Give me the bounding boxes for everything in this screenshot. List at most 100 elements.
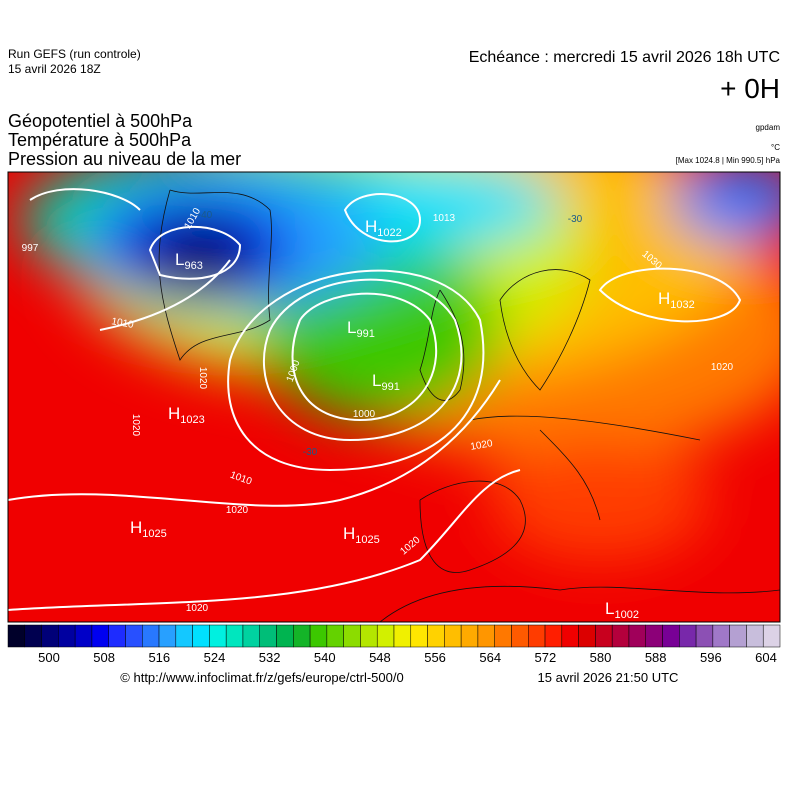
pressure-center: H1023 xyxy=(168,404,205,426)
title: Géopotentiel à 500hPa xyxy=(8,111,193,131)
isobar-label: 1020 xyxy=(226,505,249,516)
colorbar-swatch xyxy=(746,624,764,648)
pressure-center: H1025 xyxy=(130,518,167,540)
colorbar-swatch xyxy=(611,624,630,648)
isobar-label: 1010 xyxy=(111,316,135,331)
center-value: 1025 xyxy=(142,528,166,540)
colorbar-tick-label: 540 xyxy=(314,650,336,665)
colorbar-swatch xyxy=(276,624,294,648)
colorbar-swatch xyxy=(225,624,244,648)
colorbar-swatch xyxy=(645,624,663,648)
isobar-label: 1020 xyxy=(470,438,494,453)
isobar-label: 997 xyxy=(22,243,39,254)
colorbar-swatch xyxy=(444,624,462,648)
isobar-label: 1020 xyxy=(711,362,734,373)
pressure-center: H1022 xyxy=(365,217,402,239)
center-type: L xyxy=(605,599,614,618)
center-type: L xyxy=(372,371,381,390)
colorbar-tick-label: 532 xyxy=(259,650,281,665)
center-type: H xyxy=(168,404,180,423)
colorbar-tick-label: 564 xyxy=(479,650,501,665)
colorbar-swatch xyxy=(91,624,109,648)
run-date: 15 avril 2026 18Z xyxy=(8,62,101,76)
run: Run GEFS (run controle) xyxy=(8,47,141,61)
center-value: 1022 xyxy=(377,227,401,239)
echeance: Echéance : mercredi 15 avril 2026 18h UT… xyxy=(469,49,780,66)
isobar-label: 1020 xyxy=(186,603,209,614)
colorbar-tick-label: 596 xyxy=(700,650,722,665)
colorbar-swatch xyxy=(695,624,714,648)
colorbar-swatch xyxy=(561,624,579,648)
map-frame xyxy=(7,171,781,623)
colorbar-swatch xyxy=(595,624,613,648)
center-type: L xyxy=(175,250,184,269)
unit: °C xyxy=(771,143,780,152)
colorbar-tick-label: 572 xyxy=(535,650,557,665)
center-value: 1025 xyxy=(355,534,379,546)
isobar-label: 1000 xyxy=(353,409,376,420)
colorbar-swatch xyxy=(762,624,781,648)
coastlines xyxy=(158,189,780,622)
colorbar-swatch xyxy=(712,624,730,648)
lead-time: + 0H xyxy=(720,73,780,104)
isobar-label: 1020 xyxy=(130,414,141,437)
colorbar-swatch xyxy=(679,624,697,648)
colorbar-swatch xyxy=(7,624,26,648)
unit: gpdam xyxy=(756,123,781,132)
colorbar-swatch xyxy=(192,624,210,648)
colorbar-swatch xyxy=(460,624,479,648)
isobar-label: 1013 xyxy=(433,213,456,224)
colorbar-swatch xyxy=(108,624,126,648)
pressure-center: H1032 xyxy=(658,289,695,311)
title: Pression au niveau de la mer xyxy=(8,149,241,169)
colorbar-swatch xyxy=(41,624,59,648)
isobar-label: 1020 xyxy=(197,367,208,390)
colorbar-tick-label: 588 xyxy=(645,650,667,665)
colorbar-tick-label: 556 xyxy=(424,650,446,665)
colorbar-swatch xyxy=(58,624,76,648)
colorbar-swatch xyxy=(393,624,412,648)
temperature-label: -30 xyxy=(568,214,583,225)
colorbar-swatch xyxy=(477,624,495,648)
colorbar-swatch xyxy=(662,624,680,648)
map-field xyxy=(20,172,780,560)
colorbar-swatch xyxy=(142,624,160,648)
colorbar-tick-label: 500 xyxy=(38,650,60,665)
colorbar-swatch xyxy=(494,624,512,648)
center-value: 991 xyxy=(356,328,374,340)
center-value: 1032 xyxy=(670,299,694,311)
pressure-center: L991 xyxy=(347,318,375,340)
colorbar-swatch xyxy=(511,624,529,648)
colorbar-swatch xyxy=(628,624,646,648)
colorbar-tick-label: 580 xyxy=(590,650,612,665)
colorbar-tick-label: 516 xyxy=(148,650,170,665)
isobars xyxy=(8,188,742,611)
colorbar-swatch xyxy=(427,624,445,648)
colorbar-swatch xyxy=(528,624,546,648)
temperature-label: -40 xyxy=(198,210,213,221)
colorbar-swatch xyxy=(209,624,227,648)
center-value: 991 xyxy=(381,381,399,393)
colorbar: 500 508 516 524 532 540 548 556 564 572 580 588 596 6… xyxy=(7,624,781,665)
colorbar-swatch xyxy=(293,624,311,648)
colorbar-swatch xyxy=(158,624,177,648)
generated: 15 avril 2026 21:50 UTC xyxy=(538,670,679,685)
center-value: 963 xyxy=(184,260,202,272)
colorbar-swatch xyxy=(578,624,596,648)
colorbar-swatch xyxy=(326,624,344,648)
colorbar-swatch xyxy=(309,624,328,648)
pressure-center: L963 xyxy=(175,250,203,272)
pressure-center: L1002 xyxy=(605,599,639,621)
colorbar-swatch xyxy=(343,624,361,648)
colorbar-tick-label: 524 xyxy=(204,650,226,665)
colorbar-swatch xyxy=(125,624,143,648)
colorbar-swatch xyxy=(376,624,395,648)
title: Température à 500hPa xyxy=(8,130,192,150)
center-value: 1002 xyxy=(614,609,638,621)
colorbar-tick-label: 548 xyxy=(369,650,391,665)
pressure-center: H1025 xyxy=(343,524,380,546)
center-type: L xyxy=(347,318,356,337)
center-type: H xyxy=(658,289,670,308)
pressure-center: L991 xyxy=(372,371,400,393)
